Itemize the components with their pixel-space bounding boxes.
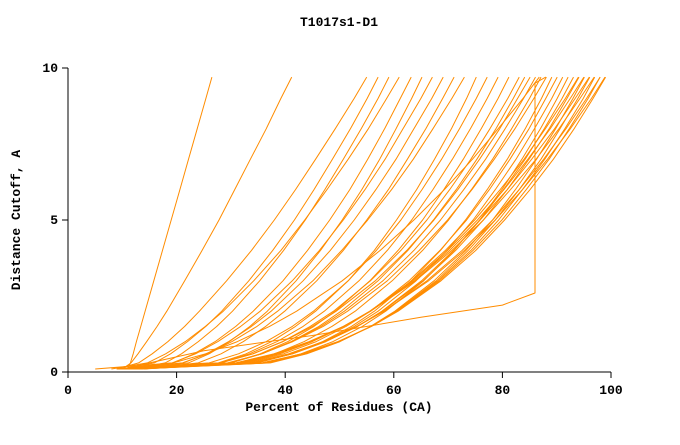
y-tick-label: 5 bbox=[50, 213, 58, 228]
data-series-line bbox=[122, 76, 601, 370]
data-series-line bbox=[127, 76, 499, 370]
x-tick-label: 20 bbox=[169, 383, 185, 398]
x-tick-label: 0 bbox=[64, 383, 72, 398]
data-series-line bbox=[116, 76, 595, 370]
data-series-line bbox=[122, 76, 547, 370]
data-series-line bbox=[111, 76, 400, 370]
data-series-line bbox=[143, 76, 455, 370]
data-series-line bbox=[122, 76, 547, 370]
data-series-line bbox=[116, 76, 488, 370]
data-series-line bbox=[133, 76, 579, 370]
data-series-line bbox=[116, 76, 607, 370]
data-series-line bbox=[122, 76, 293, 370]
plot-title: T1017s1-D1 bbox=[300, 15, 378, 30]
data-series-line bbox=[133, 76, 606, 370]
data-series-line bbox=[133, 76, 526, 370]
data-series-line bbox=[138, 76, 423, 370]
data-series-group bbox=[95, 76, 607, 370]
data-series-line bbox=[127, 76, 444, 370]
x-tick-label: 60 bbox=[386, 383, 402, 398]
data-series-line bbox=[127, 76, 585, 370]
y-tick-label: 10 bbox=[42, 61, 58, 76]
data-series-line bbox=[133, 76, 591, 370]
data-series-line bbox=[127, 76, 213, 370]
data-series-line bbox=[116, 76, 558, 370]
y-tick-label: 0 bbox=[50, 365, 58, 380]
data-series-line bbox=[122, 76, 379, 370]
data-series-line bbox=[122, 76, 590, 370]
data-series-line bbox=[133, 76, 390, 370]
x-tick-label: 80 bbox=[495, 383, 511, 398]
data-series-line bbox=[127, 76, 596, 370]
data-series-line bbox=[116, 76, 433, 370]
data-series-line bbox=[138, 76, 510, 370]
data-series-line bbox=[138, 76, 601, 370]
data-series-line bbox=[116, 76, 531, 370]
x-tick-label: 40 bbox=[277, 383, 293, 398]
axes-group: 0 20 40 60 80 100 0 5 10 bbox=[42, 61, 623, 398]
data-series-line bbox=[95, 76, 540, 370]
x-axis-label: Percent of Residues (CA) bbox=[245, 400, 432, 415]
data-series-line bbox=[143, 76, 542, 370]
x-tick-label: 100 bbox=[599, 383, 623, 398]
data-series-line bbox=[138, 76, 585, 370]
data-series-line bbox=[116, 76, 368, 370]
y-axis-label: Distance Cutoff, A bbox=[9, 150, 24, 291]
